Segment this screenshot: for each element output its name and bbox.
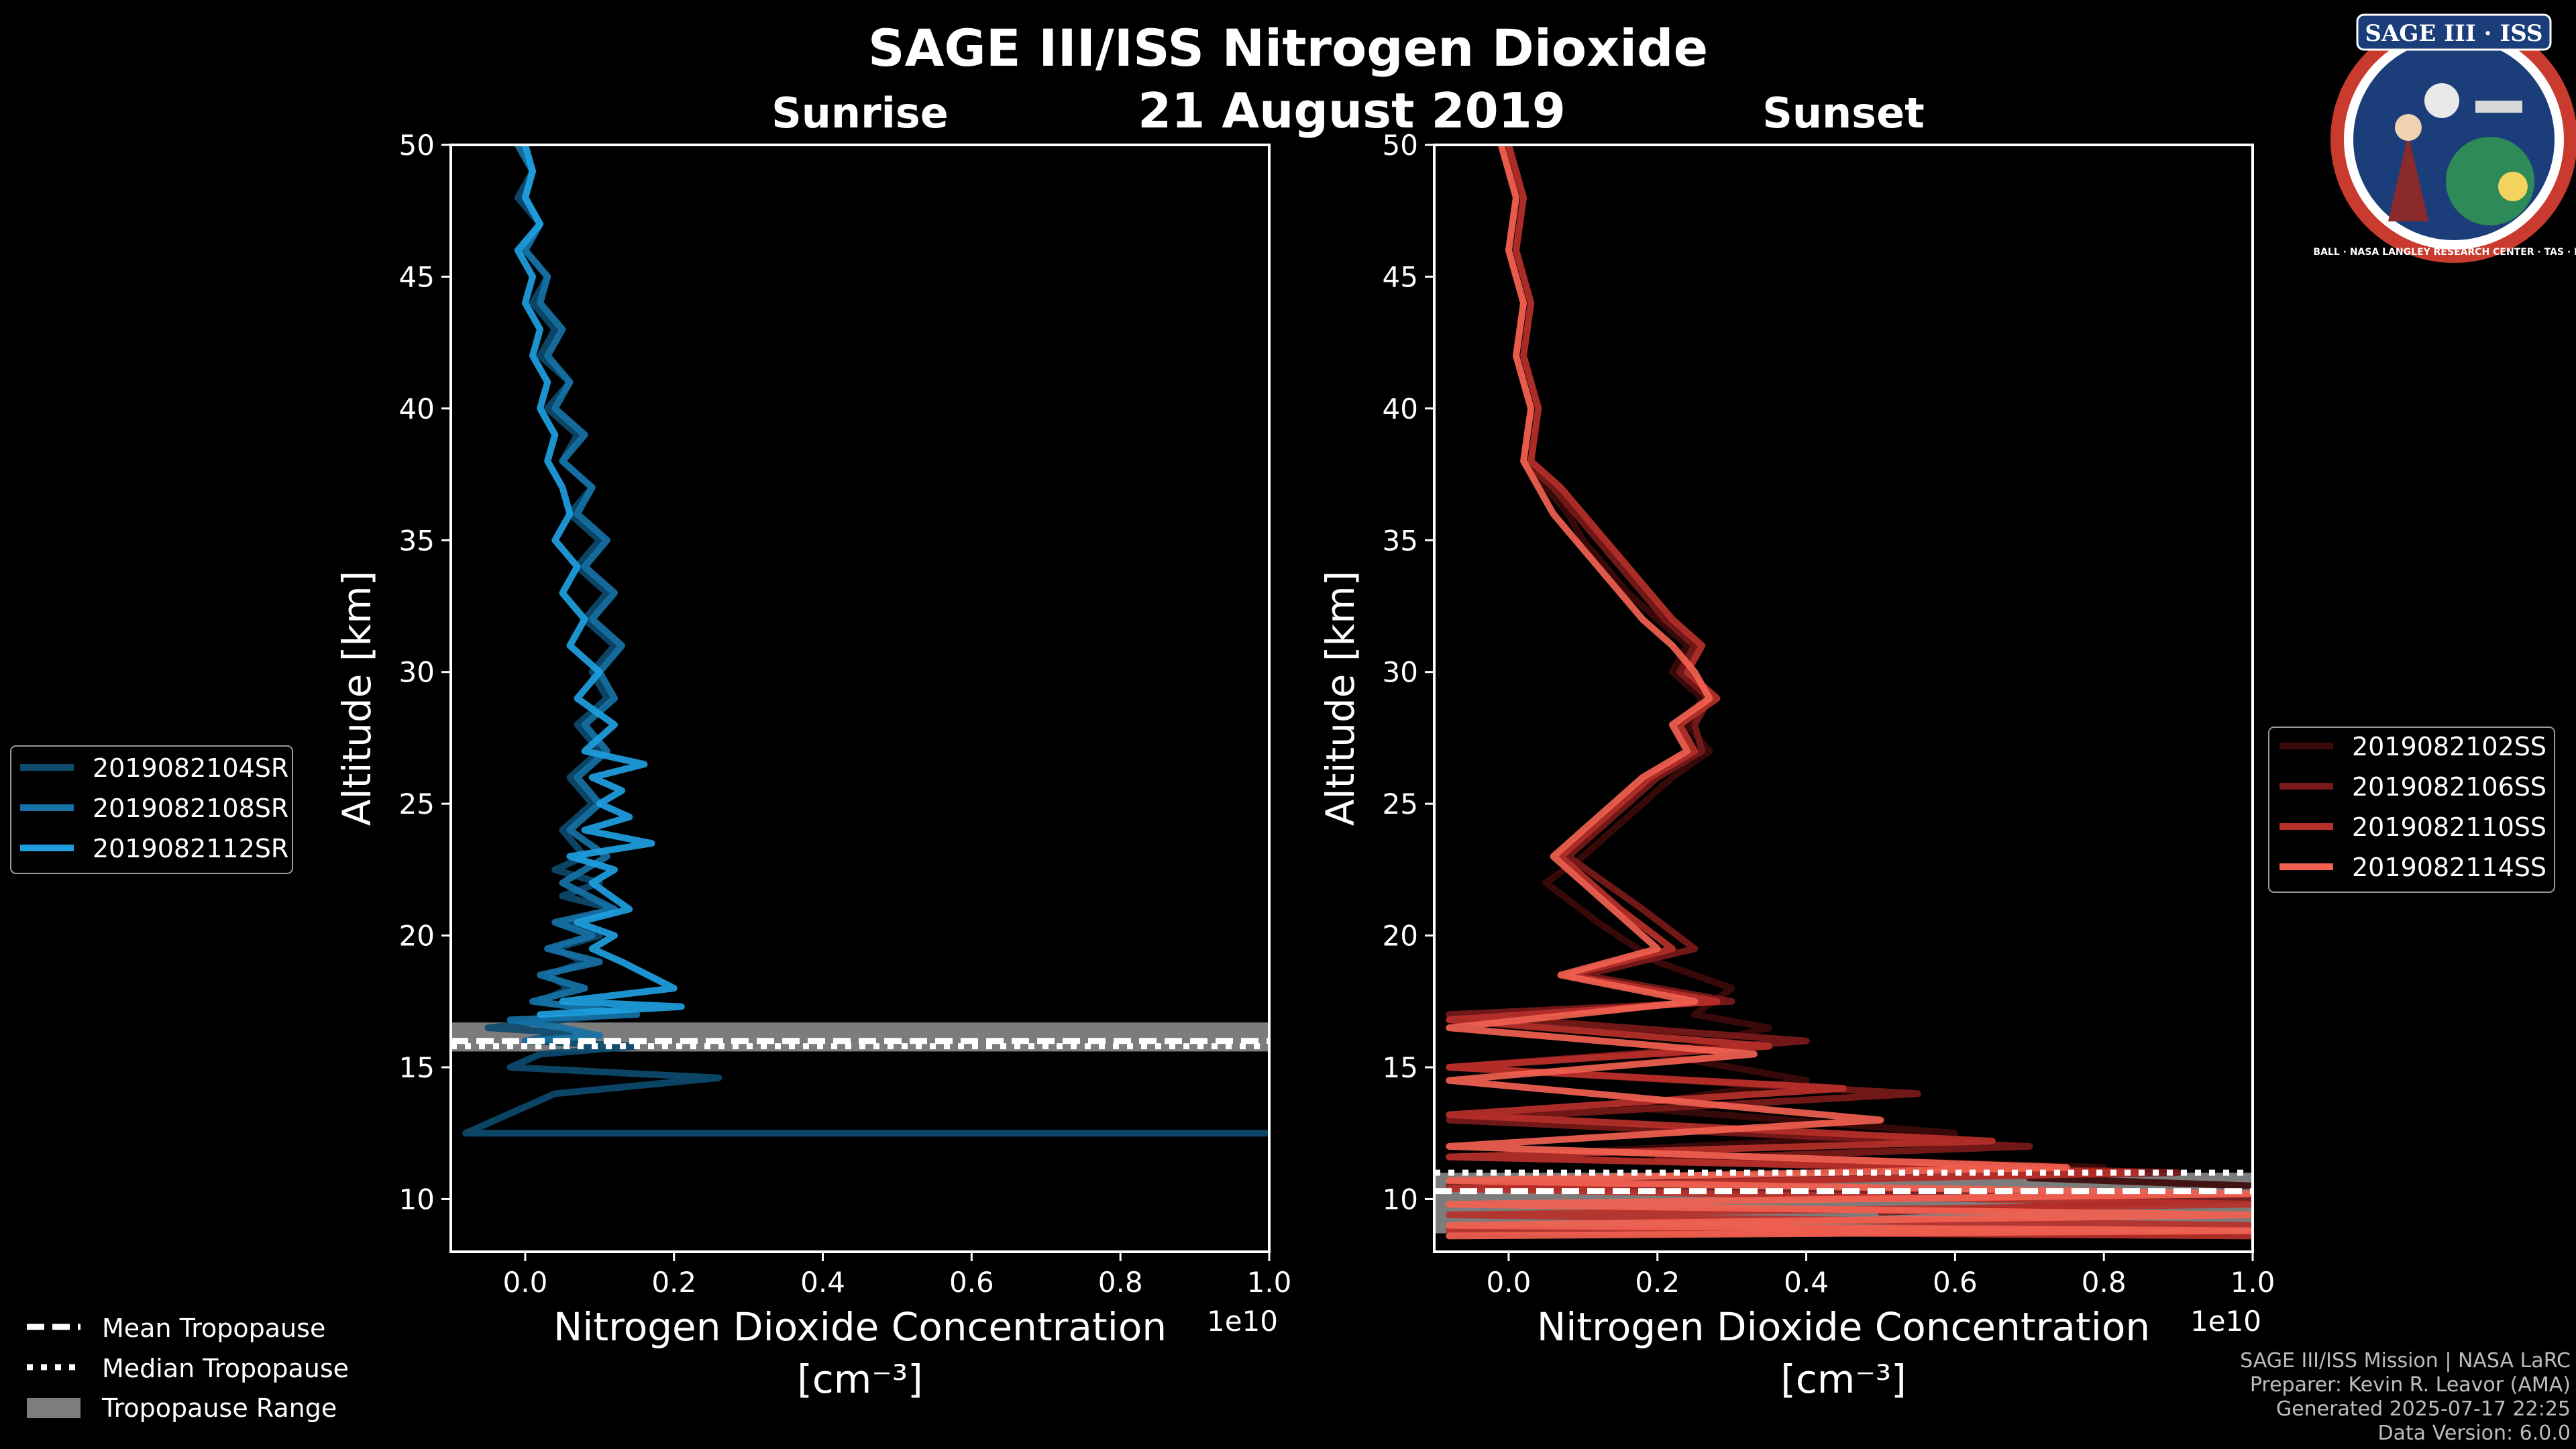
plot-area — [1434, 145, 2253, 1240]
series-line-2019082106SS — [1446, 145, 2253, 1216]
y-tick-label: 20 — [1383, 920, 1418, 953]
x-tick-label: 0.2 — [651, 1266, 696, 1299]
y-tick-label: 25 — [1383, 788, 1418, 820]
y-tick-label: 25 — [399, 788, 435, 820]
panel-title: Sunset — [1762, 89, 1925, 138]
y-tick-label: 50 — [1383, 129, 1418, 162]
iss-icon — [2475, 101, 2522, 113]
figure-date: 21 August 2019 — [1138, 83, 1566, 139]
y-tick-label: 40 — [399, 392, 435, 425]
y-axis-label: Altitude [km] — [1318, 571, 1363, 826]
x-axis-unit: [cm⁻³] — [1780, 1356, 1907, 1402]
legend-label: 2019082108SR — [93, 794, 288, 823]
legend-label: 2019082112SR — [93, 834, 288, 863]
x-axis-label: Nitrogen Dioxide Concentration — [1537, 1304, 2150, 1350]
series-line-2019082114SS — [1446, 145, 2253, 1240]
y-tick-label: 40 — [1383, 392, 1418, 425]
y-tick-label: 30 — [1383, 656, 1418, 689]
x-tick-label: 0.8 — [1098, 1266, 1143, 1299]
sun-icon — [2498, 172, 2528, 201]
legend-label: 2019082114SS — [2352, 853, 2546, 882]
x-tick-label: 0.4 — [1784, 1266, 1829, 1299]
panel-title: Sunrise — [771, 89, 949, 138]
credit-data-version: Data Version: 6.0.0 — [2378, 1421, 2571, 1445]
y-tick-label: 35 — [1383, 524, 1418, 557]
series-line-2019082112SR — [514, 145, 685, 1018]
legend-label: 2019082102SS — [2352, 732, 2546, 761]
x-tick-label: 0.0 — [503, 1266, 548, 1299]
sage-iii-iss-logo: SAGE III · ISS BALL · NASA LANGLEY RESEA… — [2313, 13, 2576, 263]
x-axis-unit: [cm⁻³] — [797, 1356, 923, 1402]
x-tick-label: 0.8 — [2082, 1266, 2127, 1299]
series-line-2019082108SR — [506, 145, 641, 1044]
x-tick-label: 1.0 — [1247, 1266, 1292, 1299]
credit-preparer: Preparer: Kevin R. Leavor (AMA) — [2250, 1373, 2571, 1397]
axes-frame — [449, 144, 1271, 1253]
legend-label: 2019082110SS — [2352, 812, 2546, 842]
logo-banner — [2356, 13, 2552, 51]
legend-label: 2019082106SS — [2352, 772, 2546, 802]
y-tick-label: 10 — [399, 1183, 435, 1216]
median-tropopause-label: Median Tropopause — [102, 1354, 349, 1383]
earth-icon — [2446, 137, 2534, 225]
logo-disc — [2353, 39, 2555, 240]
x-offset-label: 1e10 — [1207, 1305, 1278, 1338]
credit-mission: SAGE III/ISS Mission | NASA LaRC — [2240, 1349, 2571, 1373]
sunrise-legend-frame — [10, 745, 293, 874]
sage-head-icon — [2395, 114, 2422, 141]
sunset-panel: 0.0 0.2 0.4 0.6 0.8 1.0 10 15 20 25 30 35 40 45 50 Suns… — [1318, 89, 2275, 1402]
x-tick-label: 0.4 — [800, 1266, 845, 1299]
x-tick-label: 0.2 — [1635, 1266, 1680, 1299]
y-tick-label: 45 — [1383, 260, 1418, 293]
credits: SAGE III/ISS Mission | NASA LaRC Prepare… — [2240, 1349, 2571, 1445]
logo-title: SAGE III · ISS — [2365, 20, 2542, 47]
y-tick-label: 15 — [1383, 1051, 1418, 1084]
y-tick-label: 20 — [399, 920, 435, 953]
moon-icon — [2424, 83, 2459, 118]
plot-area — [451, 145, 1269, 1137]
x-axis-label: Nitrogen Dioxide Concentration — [553, 1304, 1167, 1350]
sunset-legend-frame — [2268, 727, 2555, 893]
sunset-legend: 2019082102SS 2019082106SS 2019082110SS 2019… — [2268, 727, 2555, 893]
logo-ring-text: BALL · NASA LANGLEY RESEARCH CENTER · TA… — [2313, 247, 2576, 258]
figure-title: SAGE III/ISS Nitrogen Dioxide — [868, 18, 1708, 78]
y-tick-label: 10 — [1383, 1183, 1418, 1216]
y-axis-label: Altitude [km] — [334, 571, 380, 826]
mean-tropopause-label: Mean Tropopause — [102, 1313, 325, 1343]
y-tick-label: 50 — [399, 129, 435, 162]
sunrise-legend: 2019082104SR 2019082108SR 2019082112SR — [10, 745, 293, 874]
tropopause-range-label: Tropopause Range — [101, 1393, 337, 1423]
x-tick-label: 0.6 — [1933, 1266, 1978, 1299]
sage-figure-icon — [2388, 134, 2428, 221]
legend-label: 2019082104SR — [93, 753, 288, 783]
x-tick-label: 1.0 — [2231, 1266, 2275, 1299]
sunrise-panel: 0.0 0.2 0.4 0.6 0.8 1.0 10 15 20 25 30 35 40 45 50 Sunr… — [334, 89, 1291, 1402]
y-tick-label: 15 — [399, 1051, 435, 1084]
y-tick-label: 30 — [399, 656, 435, 689]
series-line-2019082104SR — [462, 145, 1269, 1137]
tropopause-legend: Mean Tropopause Median Tropopause Tropop… — [27, 1313, 349, 1423]
credit-generated: Generated 2025-07-17 22:25 — [2276, 1397, 2571, 1421]
tropopause-range-swatch — [27, 1398, 80, 1418]
x-tick-label: 0.6 — [949, 1266, 994, 1299]
x-tick-label: 0.0 — [1487, 1266, 1532, 1299]
y-tick-label: 45 — [399, 260, 435, 293]
axes-frame — [1433, 144, 2254, 1253]
x-offset-label: 1e10 — [2190, 1305, 2261, 1338]
y-tick-label: 35 — [399, 524, 435, 557]
series-line-2019082110SS — [1446, 145, 2253, 1240]
